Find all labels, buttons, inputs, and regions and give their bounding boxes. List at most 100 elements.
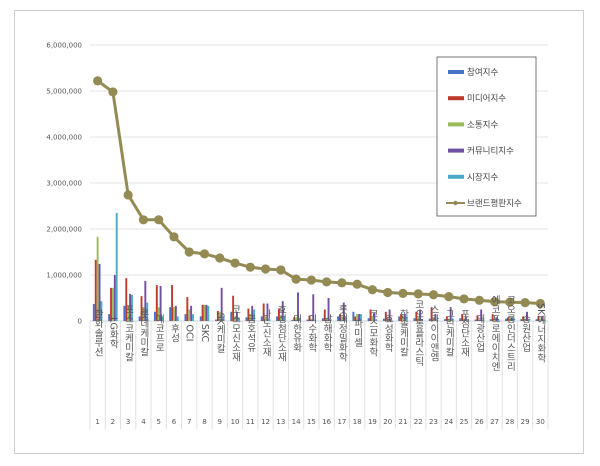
legend-label: 브랜드평판지수 (467, 198, 522, 209)
category-label: 코스모화학 (367, 309, 378, 357)
bar-시장지수-8 (207, 305, 210, 321)
bar-시장지수-7 (192, 314, 194, 321)
bar-시장지수-24 (451, 318, 454, 321)
rank-label: 9 (218, 418, 222, 426)
bar-참여지수-23 (428, 318, 431, 321)
y-tick-label: 3,000,000 (46, 180, 82, 188)
bar-참여지수-25 (459, 318, 462, 321)
bar-커뮤니티지수-4 (144, 280, 147, 321)
category-label: 포첨단소재 (459, 309, 470, 357)
brand-index-point-13 (276, 265, 286, 275)
category-label: 대한유화 (291, 314, 302, 353)
bar-시장지수-19 (375, 319, 378, 321)
bar-미디어지수-26 (476, 315, 479, 321)
bar-참여지수-5 (153, 311, 156, 321)
bar-소통지수-7 (188, 309, 191, 321)
bar-시장지수-2 (115, 212, 118, 321)
category-label: 후성 (168, 324, 179, 343)
rank-label: 11 (246, 418, 255, 426)
bar-참여지수-9 (215, 319, 217, 321)
brand-index-point-9 (215, 253, 225, 263)
bar-미디어지수-30 (537, 315, 540, 321)
category-label: 코스모신소재 (230, 305, 241, 363)
bar-시장지수-1 (100, 301, 103, 321)
bar-소통지수-30 (539, 318, 542, 321)
bar-소통지수-5 (157, 307, 160, 321)
bar-시장지수-4 (146, 302, 149, 321)
rank-label: 18 (353, 418, 362, 426)
legend-swatch (448, 122, 464, 127)
brand-index-point-18 (352, 279, 362, 289)
bar-시장지수-17 (344, 316, 347, 321)
bar-시장지수-27 (497, 319, 500, 321)
bar-소통지수-9 (218, 311, 221, 321)
bar-소통지수-26 (478, 319, 481, 321)
bar-시장지수-5 (161, 316, 164, 321)
bar-소통지수-3 (127, 305, 130, 321)
category-label: 에코프로 (153, 314, 164, 352)
brand-index-point-5 (154, 215, 164, 225)
bar-참여지수-8 (199, 316, 202, 321)
bar-미디어지수-6 (171, 285, 174, 321)
bar-미디어지수-13 (277, 308, 280, 321)
bar-미디어지수-3 (125, 278, 128, 321)
legend-swatch (448, 174, 464, 179)
bar-소통지수-24 (447, 318, 450, 321)
brand-index-point-8 (199, 249, 210, 259)
bar-참여지수-1 (92, 303, 95, 321)
bar-시장지수-29 (527, 319, 530, 321)
bar-소통지수-6 (173, 307, 175, 321)
bar-커뮤니티지수-21 (403, 314, 406, 321)
bar-소통지수-25 (463, 318, 465, 321)
rank-label: 17 (337, 418, 346, 426)
bar-참여지수-13 (276, 316, 278, 321)
bar-미디어지수-19 (369, 309, 372, 321)
bar-미디어지수-16 (323, 309, 326, 321)
bar-소통지수-29 (524, 318, 527, 321)
bar-시장지수-21 (405, 316, 408, 321)
brand-index-point-27 (489, 297, 500, 307)
bar-커뮤니티지수-29 (526, 311, 528, 321)
bar-참여지수-26 (474, 319, 477, 321)
rank-label: 20 (383, 418, 392, 426)
bar-참여지수-6 (169, 307, 172, 321)
bar-미디어지수-7 (186, 297, 189, 321)
bar-시장지수-26 (482, 319, 485, 321)
brand-index-point-20 (383, 287, 393, 298)
bar-커뮤니티지수-16 (327, 298, 330, 321)
bar-미디어지수-25 (461, 314, 464, 321)
bar-참여지수-7 (184, 314, 187, 321)
category-label: 코오롱플라스틱 (413, 300, 424, 367)
bar-커뮤니티지수-6 (174, 305, 177, 321)
bar-커뮤니티지수-13 (281, 301, 284, 321)
legend-label: 소통지수 (467, 120, 498, 130)
brand-index-point-28 (505, 297, 515, 307)
bar-참여지수-28 (505, 318, 507, 321)
bar-미디어지수-9 (216, 310, 219, 321)
chart-frame (14, 10, 584, 454)
bar-참여지수-18 (352, 311, 355, 321)
brand-index-point-17 (337, 278, 347, 288)
bar-미디어지수-23 (430, 307, 433, 321)
brand-index-point-7 (184, 247, 194, 257)
rank-label: 13 (276, 418, 285, 426)
bar-소통지수-2 (111, 287, 114, 321)
brand-index-point-14 (291, 274, 301, 284)
bar-소통지수-28 (508, 318, 511, 321)
rank-label: 1 (95, 418, 99, 426)
bar-참여지수-11 (245, 317, 248, 321)
category-label: 롯데케미칼 (138, 309, 149, 357)
bar-미디어지수-22 (415, 311, 418, 321)
rank-label: 16 (322, 418, 331, 426)
brand-index-point-29 (520, 298, 530, 308)
brand-index-point-26 (474, 295, 484, 305)
bar-소통지수-13 (279, 316, 282, 321)
rank-label: 8 (202, 418, 206, 426)
bar-참여지수-22 (413, 318, 416, 321)
bar-참여지수-29 (520, 319, 523, 321)
brand-index-point-19 (367, 285, 378, 295)
bar-소통지수-11 (249, 314, 252, 321)
y-tick-label: 5,000,000 (46, 88, 82, 96)
bar-시장지수-3 (131, 294, 133, 321)
legend-swatch (448, 70, 464, 74)
